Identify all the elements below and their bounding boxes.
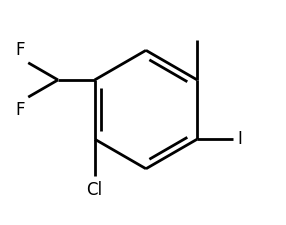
Text: F: F (15, 101, 25, 119)
Text: I: I (237, 130, 242, 148)
Text: Cl: Cl (87, 181, 103, 199)
Text: F: F (15, 41, 25, 59)
